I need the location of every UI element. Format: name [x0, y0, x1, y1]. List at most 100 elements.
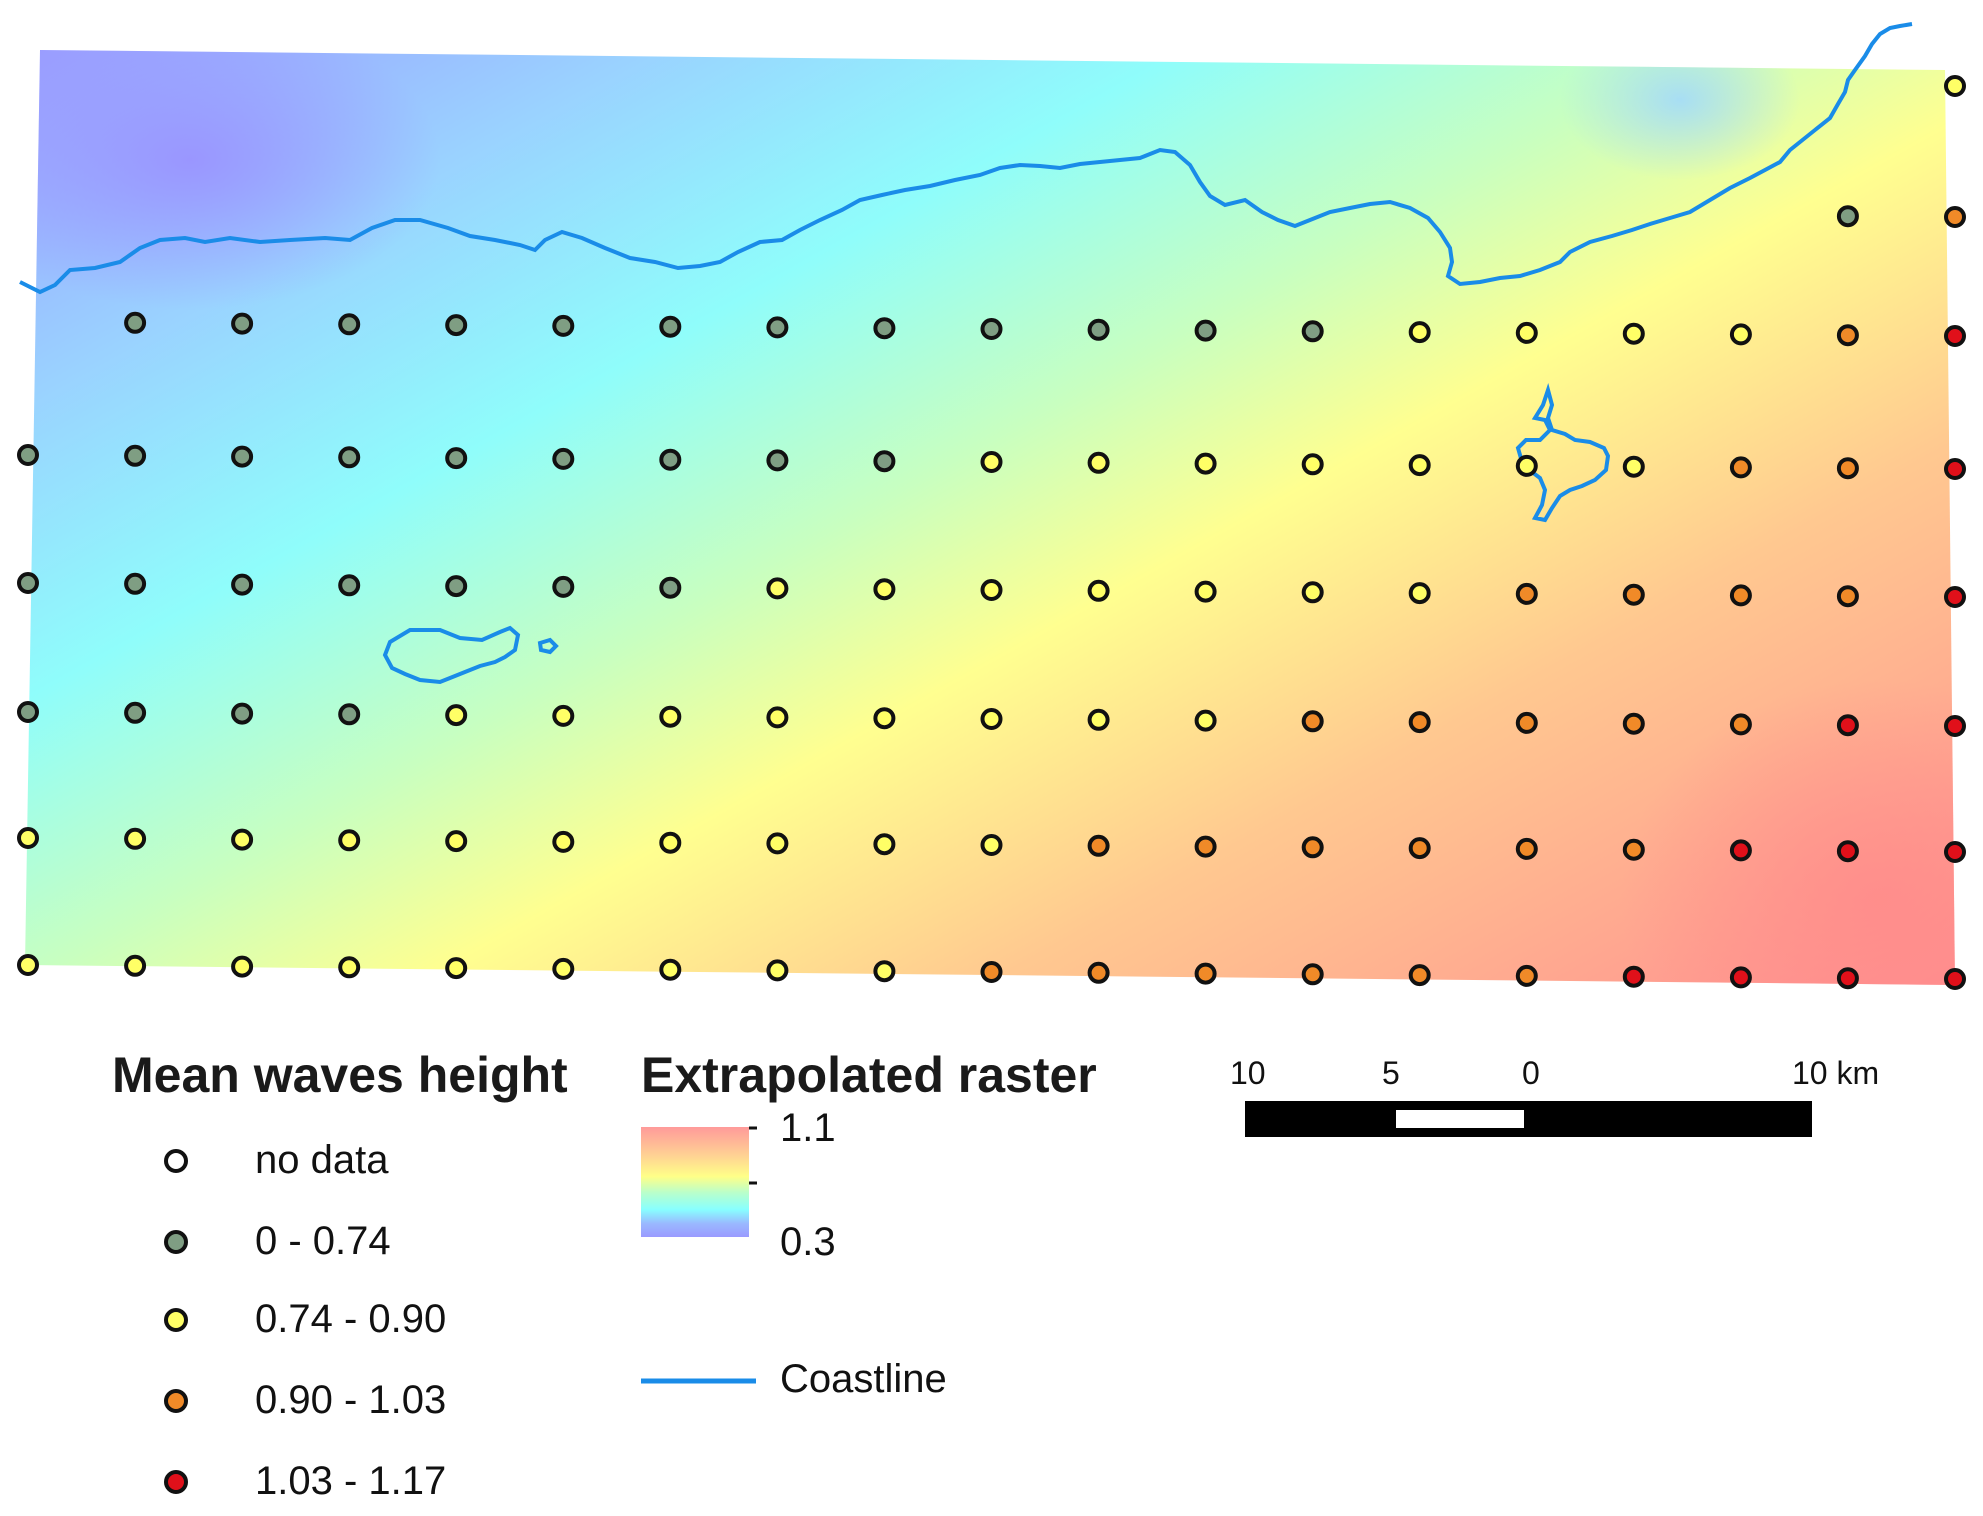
wave-point-orange [1301, 836, 1324, 859]
wave-point-orange [1515, 964, 1538, 987]
legend-dot-class-3 [164, 1389, 188, 1413]
coastline-main [19, 22, 1913, 295]
legend-dot-class-1 [164, 1230, 188, 1254]
legend-label-class-4: 1.03 - 1.17 [255, 1459, 447, 1503]
wave-point-gray [124, 701, 147, 724]
wave-point-yellow [1301, 453, 1324, 476]
wave-point-yellow [1408, 321, 1431, 344]
island-center [382, 625, 521, 685]
wave-point-orange [1515, 711, 1538, 734]
legend-label-class-2: 0.74 - 0.90 [255, 1297, 447, 1341]
wave-point-yellow [1408, 454, 1431, 477]
wave-point-orange [1194, 835, 1217, 858]
wave-point-gray [873, 450, 896, 473]
wave-point-yellow [552, 704, 575, 727]
raster-legend-max: 1.1 [780, 1106, 836, 1150]
wave-point-yellow [980, 834, 1003, 856]
wave-point-gray [445, 575, 468, 598]
wave-point-yellow [980, 708, 1003, 730]
legend-dot-class-4 [164, 1470, 188, 1494]
wave-point-yellow [1408, 582, 1431, 605]
wave-point-orange [1729, 713, 1752, 736]
wave-point-yellow [873, 578, 896, 601]
wave-point-gray [445, 314, 468, 337]
wave-point-red [1944, 458, 1966, 480]
wave-point-gray [552, 447, 575, 470]
wave-point-gray [659, 576, 682, 599]
wave-point-red [1836, 714, 1859, 737]
wave-point-orange [1408, 964, 1431, 987]
wave-point-yellow [231, 955, 254, 978]
wave-point-orange [1408, 711, 1431, 734]
wave-point-orange [1622, 583, 1645, 606]
legend-label-no-data: no data [255, 1138, 389, 1182]
wave-point-gray [338, 574, 361, 597]
wave-point-gray [338, 703, 361, 726]
wave-point-gray [1301, 320, 1324, 343]
wave-point-gray [124, 572, 147, 595]
raster-legend-min: 0.3 [780, 1220, 836, 1264]
wave-point-orange [1301, 963, 1324, 986]
wave-point-orange [1836, 457, 1859, 480]
wave-point-red [1622, 965, 1645, 988]
wave-point-yellow [1622, 322, 1645, 345]
scale-bar-segment-left [1245, 1101, 1392, 1137]
wave-point-gray [17, 444, 39, 466]
wave-point-gray [124, 444, 147, 467]
wave-point-yellow [1729, 323, 1752, 346]
wave-point-orange [1408, 837, 1431, 860]
wave-point-orange [1729, 584, 1752, 607]
island-right [1515, 383, 1611, 523]
wave-point-gray [766, 449, 789, 472]
wave-point-yellow [17, 827, 39, 849]
coastline-legend-label: Coastline [780, 1357, 947, 1401]
raster-legend-ramp [641, 1127, 749, 1237]
wave-point-yellow [873, 707, 896, 730]
wave-point-yellow [124, 954, 147, 977]
wave-point-yellow [17, 954, 39, 976]
wave-point-yellow [231, 828, 254, 851]
wave-point-gray [552, 314, 575, 337]
wave-point-yellow [766, 959, 789, 982]
wave-point-yellow [1301, 581, 1324, 604]
waves-legend-title: Mean waves height [112, 1047, 568, 1103]
wave-point-yellow [980, 579, 1003, 601]
wave-point-red [1729, 839, 1752, 862]
wave-point-gray [17, 701, 39, 723]
wave-point-gray [1836, 205, 1859, 228]
wave-point-yellow [1622, 455, 1645, 478]
extrapolated-raster [25, 50, 1955, 985]
scale-bar-white-inset [1396, 1110, 1524, 1128]
legend-dot-class-2 [164, 1308, 188, 1332]
wave-point-orange [1729, 456, 1752, 479]
wave-point-orange [1515, 582, 1538, 605]
scale-bar-segment-right [1532, 1101, 1812, 1137]
wave-point-yellow [766, 706, 789, 729]
wave-point-red [1836, 967, 1859, 990]
wave-point-red [1944, 715, 1966, 737]
wave-point-gray [445, 447, 468, 470]
wave-point-yellow [766, 832, 789, 855]
wave-point-yellow [766, 577, 789, 600]
scale-label-10-left: 10 [1230, 1055, 1266, 1091]
wave-point-yellow [1087, 451, 1110, 474]
wave-point-gray [338, 446, 361, 469]
wave-point-yellow [980, 451, 1003, 473]
wave-point-gray [231, 702, 254, 725]
wave-point-orange [1301, 710, 1324, 733]
islet-center [537, 637, 559, 655]
wave-point-red [1944, 586, 1966, 608]
scale-label-5: 5 [1382, 1055, 1400, 1091]
wave-point-gray [124, 311, 147, 334]
wave-point-yellow [659, 958, 682, 981]
wave-point-yellow [1194, 709, 1217, 732]
wave-point-orange [1194, 962, 1217, 985]
wave-point-yellow [873, 833, 896, 856]
wave-point-gray [980, 318, 1003, 340]
wave-point-orange [1836, 324, 1859, 347]
wave-point-gray [1087, 318, 1110, 341]
wave-point-orange [1836, 585, 1859, 608]
wave-point-yellow [1194, 580, 1217, 603]
legend-dot-no-data [164, 1149, 188, 1173]
wave-point-gray [659, 448, 682, 471]
